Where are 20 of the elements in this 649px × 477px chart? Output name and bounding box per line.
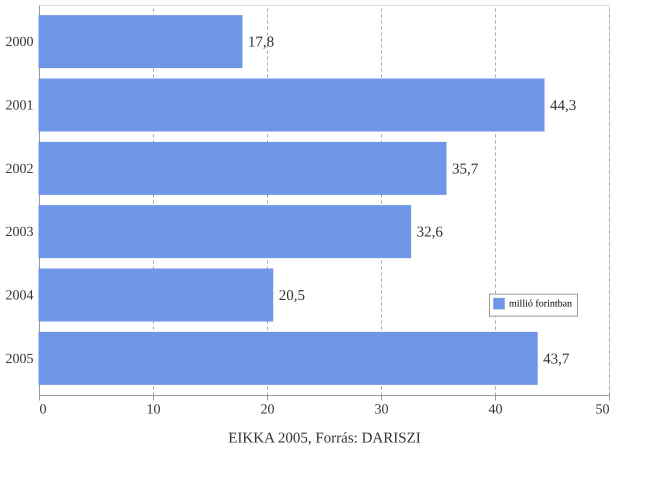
y-tick-label: 2003 (6, 225, 34, 240)
legend-label: millió forintban (509, 298, 572, 310)
y-tick-label: 2005 (6, 352, 34, 367)
y-tick-label: 2001 (6, 98, 34, 114)
x-axis-title: EIKKA 2005, Forrás: DARISZI (228, 430, 421, 446)
y-tick-label: 2004 (6, 288, 34, 304)
text: 20,5 (278, 288, 305, 304)
x-tick-label: 30 (374, 402, 388, 418)
text: 43,7 (543, 351, 570, 368)
text: 35,7 (452, 161, 478, 178)
y-tick-label: 2000 (6, 35, 34, 50)
x-tick-label: 50 (596, 402, 610, 418)
x-tick-label: 40 (488, 402, 502, 418)
x-tick-label: 10 (146, 402, 160, 418)
text: 17,8 (248, 34, 274, 51)
text: 32,6 (416, 224, 443, 241)
text: 44,3 (550, 98, 576, 114)
x-tick-label: 0 (40, 402, 46, 418)
x-tick-label: 20 (260, 402, 274, 418)
y-tick-label: 2002 (6, 162, 34, 177)
